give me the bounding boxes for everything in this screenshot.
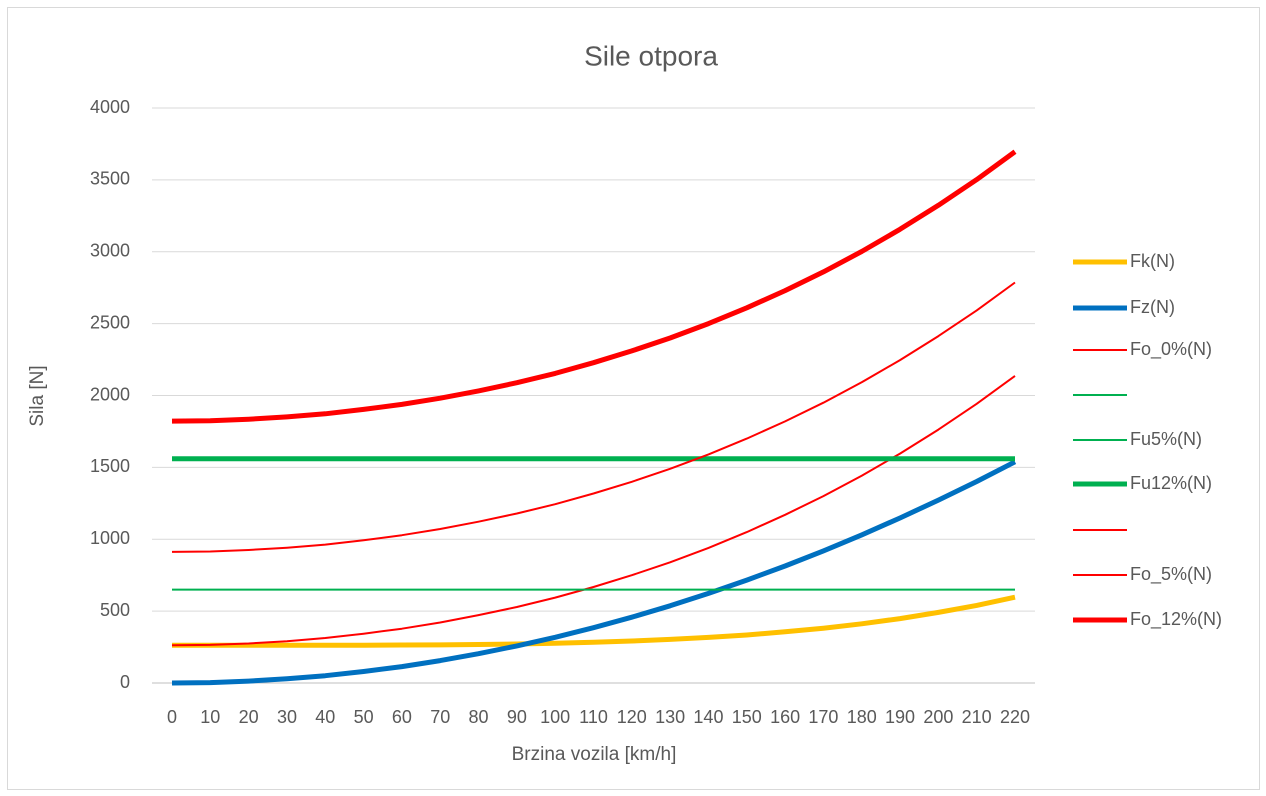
legend-label: Fu5%(N) bbox=[1130, 429, 1202, 449]
legend-label: Fo_0%(N) bbox=[1130, 339, 1212, 360]
x-tick-label: 180 bbox=[847, 707, 877, 727]
x-tick-label: 100 bbox=[540, 707, 570, 727]
x-tick-label: 20 bbox=[239, 707, 259, 727]
y-tick-label: 3000 bbox=[90, 241, 130, 261]
x-tick-label: 80 bbox=[469, 707, 489, 727]
y-tick-label: 2000 bbox=[90, 384, 130, 404]
y-tick-label: 3500 bbox=[90, 169, 130, 189]
series-line bbox=[172, 594, 1016, 648]
chart-title: Sile otpora bbox=[584, 40, 718, 71]
x-tick-label: 10 bbox=[200, 707, 220, 727]
x-tick-label: 220 bbox=[1000, 707, 1030, 727]
x-tick-label: 110 bbox=[579, 707, 608, 727]
x-tick-label: 200 bbox=[923, 707, 953, 727]
series-line bbox=[171, 149, 1017, 424]
x-tick-label: 190 bbox=[885, 707, 915, 727]
x-tick-label: 50 bbox=[354, 707, 374, 727]
x-tick-label: 210 bbox=[962, 707, 992, 727]
x-tick-label: 170 bbox=[808, 707, 838, 727]
legend-label: Fk(N) bbox=[1130, 251, 1175, 271]
x-tick-label: 130 bbox=[655, 707, 685, 727]
legend-label: Fo_5%(N) bbox=[1130, 564, 1212, 585]
x-tick-label: 0 bbox=[167, 707, 177, 727]
x-tick-label: 140 bbox=[693, 707, 723, 727]
x-axis-label: Brzina vozila [km/h] bbox=[512, 744, 677, 765]
x-tick-label: 90 bbox=[507, 707, 527, 727]
y-tick-label: 4000 bbox=[90, 97, 130, 117]
y-tick-label: 500 bbox=[100, 600, 130, 620]
x-tick-label: 60 bbox=[392, 707, 412, 727]
series-line bbox=[171, 281, 1016, 553]
x-tick-label: 70 bbox=[430, 707, 450, 727]
x-tick-label: 30 bbox=[277, 707, 297, 727]
series-line bbox=[171, 459, 1017, 686]
x-tick-label: 160 bbox=[770, 707, 800, 727]
y-tick-label: 1000 bbox=[90, 528, 130, 548]
series-line bbox=[171, 375, 1016, 647]
x-tick-label: 40 bbox=[315, 707, 335, 727]
legend-label: Fz(N) bbox=[1130, 297, 1175, 317]
y-tick-label: 0 bbox=[120, 672, 130, 692]
legend-label: Fo_12%(N) bbox=[1130, 609, 1222, 630]
y-axis-label: Sila [N] bbox=[27, 365, 48, 426]
x-tick-label: 150 bbox=[732, 707, 762, 727]
chart-border bbox=[7, 7, 1260, 790]
x-tick-label: 120 bbox=[617, 707, 647, 727]
y-tick-label: 2500 bbox=[90, 312, 130, 332]
y-tick-label: 1500 bbox=[90, 456, 130, 476]
legend-label: Fu12%(N) bbox=[1130, 473, 1212, 493]
